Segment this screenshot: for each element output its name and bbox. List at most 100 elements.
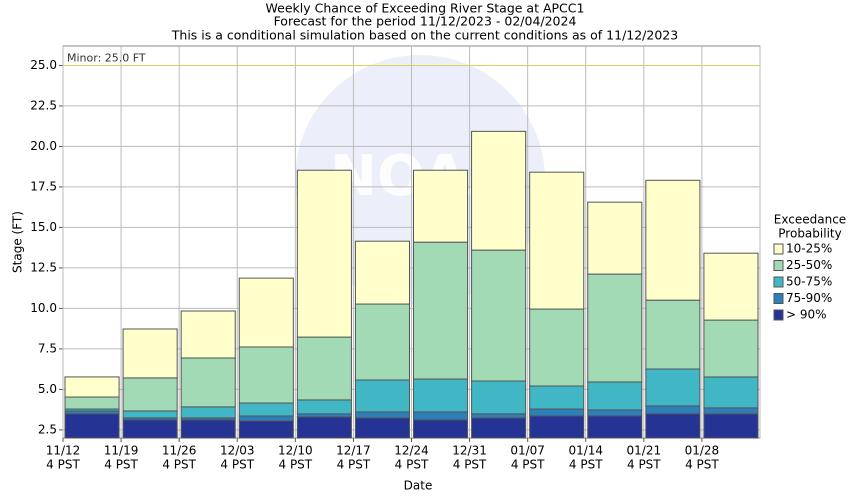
- bar-segment: [703, 407, 759, 415]
- bar-segment: [471, 413, 527, 419]
- bar-segment: [529, 408, 585, 417]
- title-line: This is a conditional simulation based o…: [171, 28, 678, 43]
- bar-segment: [703, 319, 759, 378]
- x-tick-label: 4 PST: [685, 458, 719, 472]
- x-tick-label: 01/21: [627, 444, 662, 458]
- x-tick-label: 4 PST: [395, 458, 429, 472]
- legend-label: 75-90%: [786, 291, 832, 305]
- bar-segment: [413, 241, 469, 380]
- bar-segment: [587, 409, 643, 417]
- title-line: Forecast for the period 11/12/2023 - 02/…: [274, 14, 577, 29]
- bar-segment: [471, 249, 527, 382]
- legend-label: 50-75%: [786, 275, 832, 289]
- legend-swatch: [773, 260, 784, 271]
- bar-segment: [122, 410, 178, 419]
- bar-segment: [529, 385, 585, 410]
- bar-segment: [238, 402, 294, 417]
- bar-segment: [354, 303, 410, 381]
- x-tick-label: 01/14: [568, 444, 603, 458]
- x-tick-label: 4 PST: [453, 458, 487, 472]
- legend-title: Probability: [778, 227, 841, 241]
- bar-segment: [122, 328, 178, 379]
- bar-segment: [238, 420, 294, 439]
- bar-segment: [238, 346, 294, 404]
- y-tick-label: 15.0: [30, 220, 57, 234]
- bar-segment: [354, 240, 410, 305]
- bar-segment: [471, 417, 527, 439]
- x-axis-label: Date: [404, 479, 433, 493]
- bar-segment: [64, 413, 120, 439]
- bar-segment: [587, 381, 643, 411]
- legend-label: 25-50%: [786, 258, 832, 272]
- y-tick-label: 10.0: [30, 301, 57, 315]
- legend-swatch: [773, 293, 784, 304]
- bar-segment: [64, 376, 120, 398]
- x-tick-label: 4 PST: [569, 458, 603, 472]
- y-tick-label: 7.5: [38, 341, 57, 355]
- bar-segment: [703, 376, 759, 409]
- x-tick-label: 4 PST: [511, 458, 545, 472]
- x-tick-label: 4 PST: [279, 458, 313, 472]
- title-line: Weekly Chance of Exceeding River Stage a…: [266, 1, 585, 16]
- bar-segment: [180, 419, 236, 439]
- x-tick-label: 4 PST: [220, 458, 254, 472]
- y-tick-label: 17.5: [30, 179, 57, 193]
- bar-segment: [471, 130, 527, 251]
- bar-segment: [529, 171, 585, 310]
- bar-segment: [413, 419, 469, 439]
- bar-segment: [587, 415, 643, 439]
- bar-segment: [645, 368, 701, 407]
- x-tick-label: 4 PST: [104, 458, 138, 472]
- x-tick-label: 4 PST: [46, 458, 80, 472]
- bar-segment: [471, 380, 527, 415]
- x-tick-label: 12/10: [278, 444, 313, 458]
- y-tick-label: 2.5: [38, 422, 57, 436]
- x-tick-label: 01/28: [685, 444, 720, 458]
- bar-segment: [180, 310, 236, 359]
- x-tick-label: 4 PST: [162, 458, 196, 472]
- bar-segment: [354, 379, 410, 413]
- legend-swatch: [773, 243, 784, 255]
- bar-segment: [180, 357, 236, 408]
- bar-segment: [238, 415, 294, 422]
- y-tick-label: 25.0: [30, 58, 57, 72]
- bar-segment: [296, 336, 352, 401]
- bar-segment: [238, 277, 294, 348]
- bar-segment: [645, 405, 701, 415]
- bar-segment: [122, 419, 178, 439]
- x-tick-label: 11/19: [104, 444, 139, 458]
- bar-segment: [645, 299, 701, 370]
- bar-segment: [122, 377, 178, 412]
- x-tick-label: 01/07: [510, 444, 545, 458]
- x-tick-label: 4 PST: [337, 458, 371, 472]
- bar-segment: [296, 399, 352, 415]
- bar-segment: [645, 413, 701, 439]
- x-tick-label: 11/12: [46, 444, 81, 458]
- x-tick-label: 4 PST: [627, 458, 661, 472]
- x-tick-label: 12/31: [452, 444, 487, 458]
- y-tick-label: 12.5: [30, 260, 57, 274]
- bar-segment: [413, 378, 469, 413]
- legend-label: > 90%: [786, 308, 827, 322]
- x-tick-label: 12/24: [394, 444, 429, 458]
- bar-segment: [645, 179, 701, 301]
- bar-segment: [354, 411, 410, 419]
- bar-segment: [703, 252, 759, 321]
- bar-segment: [413, 169, 469, 243]
- legend-label: 10-25%: [786, 242, 832, 256]
- legend-swatch: [773, 276, 784, 288]
- x-tick-label: 12/03: [220, 444, 255, 458]
- bar-segment: [64, 396, 120, 410]
- bar-segment: [587, 201, 643, 275]
- bar-segment: [296, 416, 352, 439]
- y-axis-label: Stage (FT): [11, 211, 25, 273]
- bar-segment: [587, 273, 643, 383]
- x-tick-label: 11/26: [162, 444, 197, 458]
- bar-segment: [529, 308, 585, 387]
- bar-segment: [354, 417, 410, 439]
- y-tick-label: 20.0: [30, 139, 57, 153]
- bar-segment: [529, 415, 585, 439]
- bar-segment: [180, 406, 236, 419]
